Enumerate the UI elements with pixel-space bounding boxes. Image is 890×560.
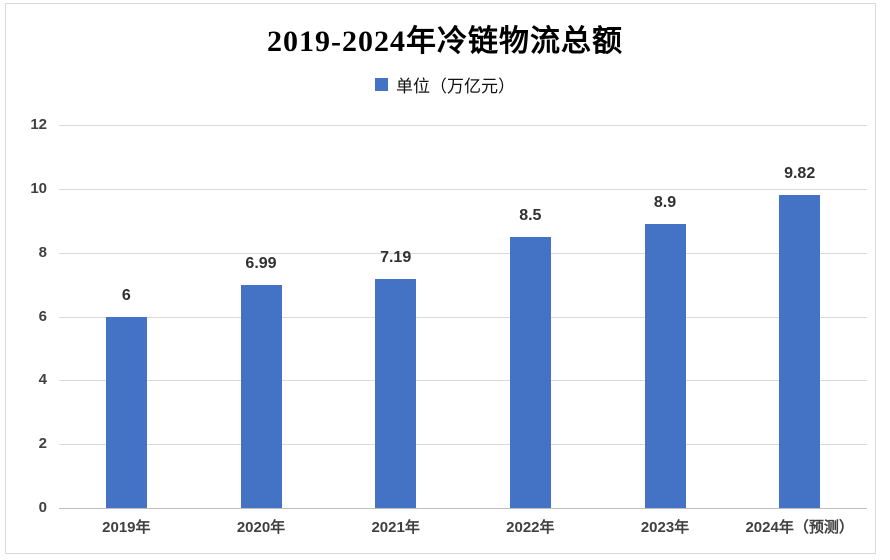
bar-value-label: 7.19: [380, 248, 412, 266]
x-tick-label: 2020年: [236, 519, 286, 536]
gridline: [59, 125, 867, 126]
chart-title: 2019-2024年冷链物流总额: [267, 25, 623, 58]
bar: [644, 223, 686, 508]
gridline: [59, 253, 867, 254]
x-tick-label: 2022年: [506, 519, 555, 536]
bar-value-label: 8.9: [653, 193, 677, 211]
x-tick-label: 2023年: [640, 519, 690, 536]
y-tick-label: 0: [38, 499, 47, 516]
bar: [779, 194, 821, 508]
y-tick-label: 10: [30, 180, 47, 197]
bar-value-label: 6: [121, 286, 131, 304]
bar: [240, 284, 282, 508]
bar: [375, 278, 417, 508]
y-tick-label: 8: [38, 244, 47, 261]
bar-value-label: 6.99: [245, 254, 277, 272]
y-tick-label: 6: [38, 308, 47, 325]
bar: [105, 316, 147, 508]
x-axis-line: [59, 508, 867, 509]
plot-area: 0 2 4 6 8 10 12 6 2019年 6.99 2020年 7.19 2021年 8.5 2022…: [30, 116, 867, 536]
y-tick-label: 4: [38, 371, 47, 388]
bar: [509, 236, 551, 508]
legend: 单位（万亿元）: [0, 72, 890, 97]
bar-value-label: 8.5: [519, 206, 542, 224]
gridline: [59, 317, 867, 318]
x-tick-label: 2021年: [371, 519, 420, 536]
bar-value-label: 9.82: [784, 164, 816, 182]
gridline: [59, 189, 867, 190]
gridline: [59, 444, 867, 445]
y-tick-label: 12: [30, 116, 47, 133]
y-tick-label: 2: [38, 435, 47, 452]
gridline: [59, 380, 867, 381]
legend-label: 单位（万亿元）: [396, 77, 515, 96]
x-tick-label: 2024年（预测）: [745, 519, 854, 536]
x-tick-label: 2019年: [102, 519, 151, 536]
legend-swatch-icon: [375, 78, 388, 91]
